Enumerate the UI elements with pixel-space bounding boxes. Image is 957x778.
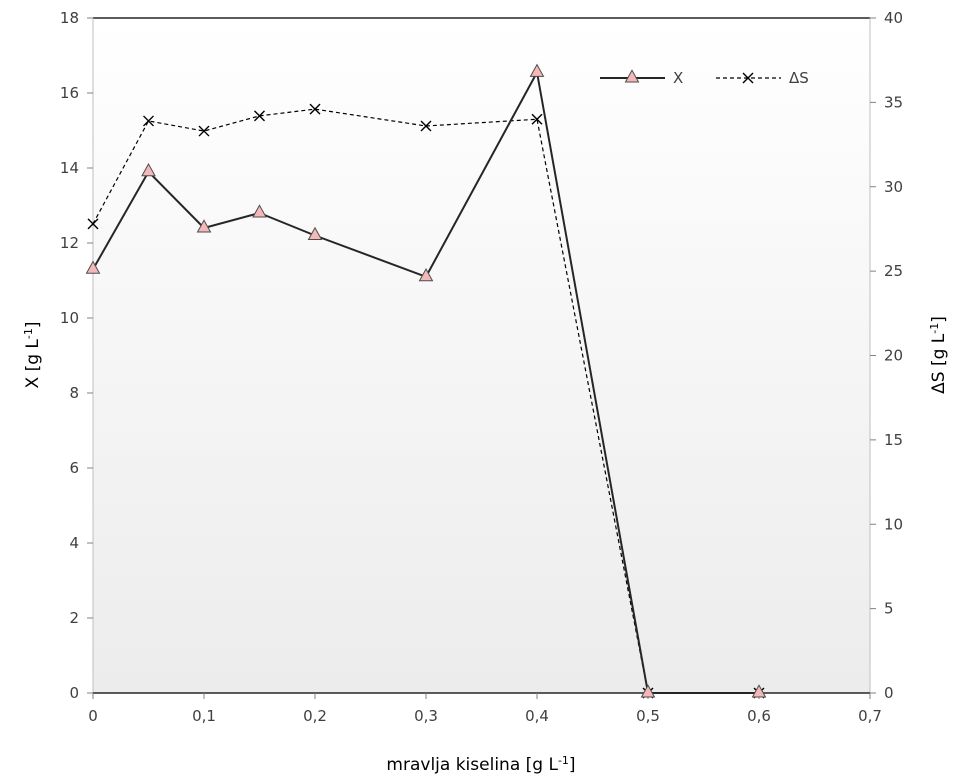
x-tick-label: 0,5 <box>636 707 660 725</box>
y-axis-right-title: ΔS [g L-1] <box>928 316 950 394</box>
x-marker-stroke <box>198 125 210 137</box>
y-left-tick-label: 18 <box>60 9 79 27</box>
data-point-x <box>85 260 101 274</box>
y-left-tick-label: 8 <box>69 384 79 402</box>
data-point-x <box>196 219 212 233</box>
x-marker-stroke <box>254 110 265 122</box>
y-right-tick-label: 30 <box>884 178 903 196</box>
data-point-delta-s <box>143 115 154 127</box>
y-right-tick-label: 40 <box>884 9 903 27</box>
data-point-delta-s <box>531 113 543 125</box>
y-left-tick-label: 4 <box>69 534 79 552</box>
tick-labels: 0 0,1 0,2 0,3 0,4 0,5 0,6 0,7024681012141618051… <box>60 9 903 725</box>
data-point-delta-s <box>309 103 321 115</box>
plot-area <box>93 18 870 693</box>
x-marker-stroke <box>309 103 321 115</box>
x-tick-label: 0,7 <box>858 707 882 725</box>
x-axis-title: mravlja kiselina [g L-1] <box>386 754 575 776</box>
data-point-delta-s <box>420 120 432 132</box>
data-point-x <box>307 226 323 240</box>
x-tick-label: 0,1 <box>192 707 216 725</box>
legend-label-x: X <box>673 69 683 87</box>
data-point-x <box>252 204 267 218</box>
y-right-tick-label: 25 <box>884 262 903 280</box>
y-left-tick-label: 12 <box>60 234 79 252</box>
series-line-delta-s <box>92 108 759 694</box>
y-right-tick-label: 35 <box>884 93 903 111</box>
x-tick-label: 0 <box>88 707 98 725</box>
data-point-x <box>141 162 156 177</box>
legend: X ΔS <box>600 69 809 87</box>
x-marker-stroke <box>143 115 154 127</box>
series-layer <box>85 63 767 699</box>
y-left-tick-label: 6 <box>69 459 79 477</box>
data-point-delta-s <box>87 218 99 230</box>
x-tick-label: 0,4 <box>525 707 549 725</box>
x-marker-stroke <box>87 218 99 230</box>
y-left-tick-label: 10 <box>60 309 79 327</box>
data-point-delta-s <box>254 110 265 122</box>
legend-marker-x <box>624 69 640 83</box>
x-marker-stroke <box>742 72 754 84</box>
y-left-tick-label: 14 <box>60 159 79 177</box>
x-tick-label: 0,6 <box>747 707 771 725</box>
y-right-tick-label: 20 <box>884 347 903 365</box>
data-point-x <box>418 267 434 282</box>
y-axis-left-title: X [g L-1] <box>22 322 44 389</box>
y-right-tick-label: 5 <box>884 600 894 618</box>
data-point-x <box>751 684 767 698</box>
x-marker-stroke <box>531 113 543 125</box>
legend-label-delta-s: ΔS <box>789 69 809 87</box>
y-right-tick-label: 10 <box>884 515 903 533</box>
y-left-tick-label: 0 <box>69 684 79 702</box>
y-left-tick-label: 16 <box>60 84 79 102</box>
x-tick-label: 0,3 <box>414 707 438 725</box>
y-right-tick-label: 0 <box>884 684 894 702</box>
data-point-x <box>640 684 656 698</box>
x-tick-label: 0,2 <box>303 707 327 725</box>
data-point-x <box>529 63 545 77</box>
data-point-delta-s <box>198 125 210 137</box>
y-left-tick-label: 2 <box>69 609 79 627</box>
y-right-tick-label: 15 <box>884 431 903 449</box>
legend-marker-delta-s <box>742 72 754 84</box>
x-marker-stroke <box>420 120 432 132</box>
